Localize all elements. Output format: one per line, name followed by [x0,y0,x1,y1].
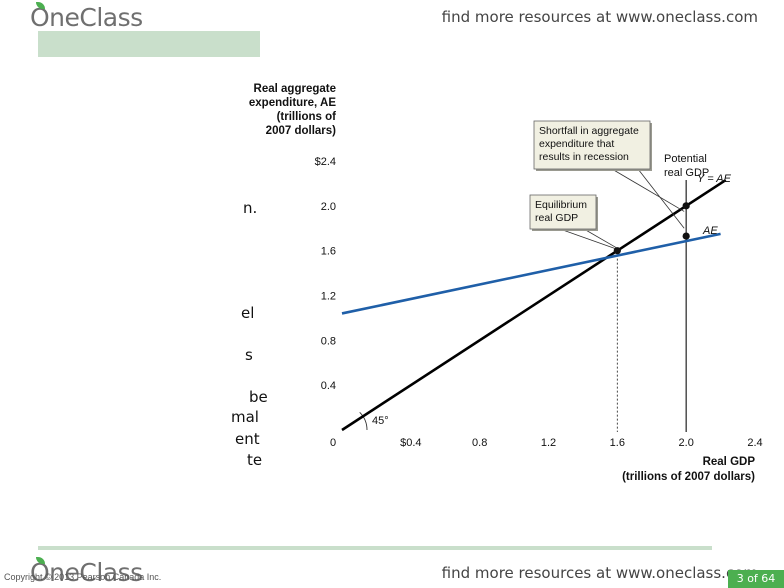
side-text-fragment: ent [235,430,260,448]
leaf-icon [36,557,45,564]
logo-text: OneClass [30,558,143,587]
y-axis-label-line: (trillions of [277,111,337,123]
x-tick-label: 2.0 [679,437,694,449]
callout-text: expenditure that [539,138,614,150]
potential-gdp-label-line: Potential [664,153,707,165]
y-axis-label: Real aggregate expenditure, AE (trillions … [249,83,336,137]
x-tick-label: $0.4 [400,437,421,449]
x-axis-label: Real GDP (trillions of 2007 dollars) [622,456,755,483]
ae-line [341,232,721,315]
x-tick-label: 2.4 [747,437,762,449]
y-tick-label: 0.4 [321,380,336,392]
y-tick-label: 1.6 [321,246,336,258]
x-axis-label-line: (trillions of 2007 dollars) [622,471,755,483]
oneclass-logo-footer[interactable]: OneClass [30,557,143,587]
y-axis-label-line: expenditure, AE [249,97,336,109]
find-more-link-bottom[interactable]: find more resources at www.oneclass.com [441,564,758,582]
logo-text: OneClass [30,3,143,32]
callout-leader [611,168,685,212]
x-tick-label: 0 [330,437,336,449]
callout-text: Shortfall in aggregate [539,125,639,137]
ae-label: AE [702,225,718,237]
y-axis-label-line: 2007 dollars) [266,125,336,137]
callout-text: results in recession [539,151,629,163]
angle-label: 45° [372,415,389,427]
angle-arc [359,411,368,431]
side-text-fragment: n. [243,199,258,217]
data-point [613,247,621,255]
side-text-fragment: be [249,388,268,406]
y-axis-label-line: Real aggregate [254,83,336,95]
callout-box [529,194,597,230]
header-accent-bar [38,31,260,57]
y-equals-ae-line [341,178,727,432]
callout-leader [583,228,617,249]
callout-text: Equilibrium [535,199,587,211]
leaf-icon [36,2,45,9]
callout-text: real GDP [535,212,578,224]
callout-leader [559,228,616,250]
x-tick-label: 1.6 [610,437,625,449]
side-text-fragment: te [247,451,263,469]
y-tick-label: 2.0 [321,201,336,213]
side-text-fragment: el [241,304,255,322]
y-tick-label: 0.8 [321,335,336,347]
x-axis-label-line: Real GDP [703,456,756,468]
x-tick-label: 0.8 [472,437,487,449]
page-indicator: 3 of 64 [728,570,784,588]
callout-box [533,120,651,170]
find-more-link-top[interactable]: find more resources at www.oneclass.com [441,8,758,26]
potential-gdp-label-line: real GDP [664,167,709,179]
data-point [682,202,690,210]
y-equals-ae-label: Y = AE [697,173,732,185]
data-point [682,232,690,240]
side-text-fragment: mal [231,408,259,426]
y-tick-label: $2.4 [315,156,336,168]
x-tick-label: 1.2 [541,437,556,449]
side-text-fragment: s [245,346,253,364]
footer-accent-line [38,546,712,550]
callout-leader [637,168,685,229]
oneclass-logo[interactable]: OneClass [30,2,143,32]
copyright-notice: Copyright © 2013 Pearson Canada Inc. [4,572,162,582]
y-tick-label: 1.2 [321,291,336,303]
